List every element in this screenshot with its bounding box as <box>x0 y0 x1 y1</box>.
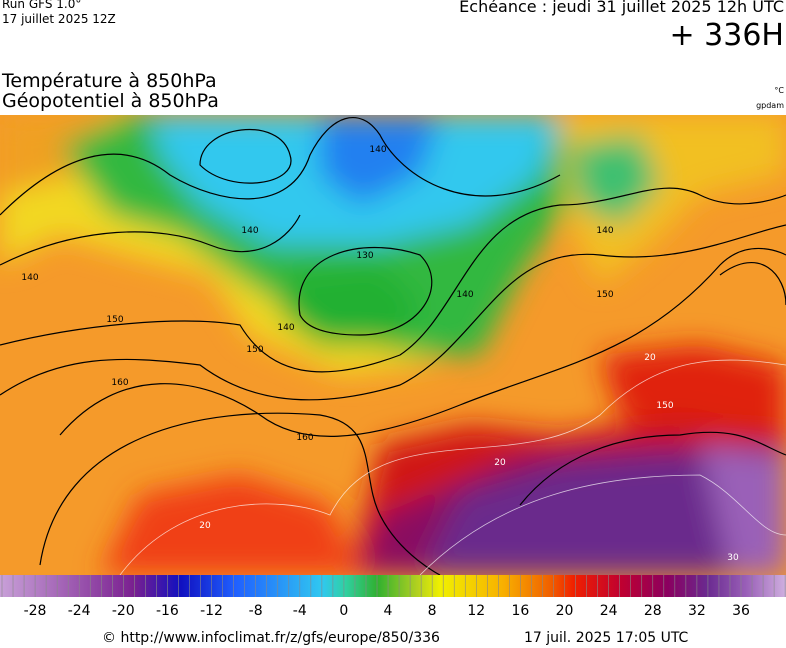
colorbar-tick-label: 4 <box>384 603 393 619</box>
contour-label: 20 <box>494 458 506 468</box>
geopotential-contours <box>0 117 786 575</box>
contour-label: 160 <box>111 378 128 388</box>
contour-label: 150 <box>656 401 673 411</box>
colorbar-tick-label: -24 <box>68 603 91 619</box>
colorbar-tick-label: 24 <box>600 603 618 619</box>
colorbar-tick-label: -8 <box>249 603 263 619</box>
contour-label: 150 <box>246 345 263 355</box>
colorbar-tick-label: 32 <box>688 603 706 619</box>
run-date: 17 juillet 2025 12Z <box>2 12 116 26</box>
valid-time: Echéance : jeudi 31 juillet 2025 12h UTC <box>459 0 784 16</box>
colorbar-tick-label: 12 <box>467 603 485 619</box>
contour-label: 150 <box>106 315 123 325</box>
colorbar: -28 -24 -20 -16 -12 -8 -4 0 4 8 12 16 20 24 28 32 36 <box>0 575 786 619</box>
footer-generated: 17 juil. 2025 17:05 UTC <box>524 630 689 646</box>
contour-label: 30 <box>727 553 739 563</box>
colorbar-tick-label: -4 <box>293 603 307 619</box>
colorbar-tick-label: 20 <box>556 603 574 619</box>
footer-url: © http://www.infoclimat.fr/z/gfs/europe/… <box>102 630 440 646</box>
contour-label: 140 <box>596 226 613 236</box>
run-label: Run GFS 1.0° <box>2 0 82 11</box>
contour-label: 20 <box>644 353 656 363</box>
contour-label: 20 <box>199 521 211 531</box>
contour-labels: 140 140 130 140 150 140 150 140 150 140 160 160 150 2… <box>21 145 739 563</box>
contour-label: 150 <box>596 290 613 300</box>
contour-label: 140 <box>21 273 38 283</box>
temperature-contours <box>119 359 786 575</box>
title-temperature: Température à 850hPa <box>2 70 217 92</box>
colorbar-tick-label: 28 <box>644 603 662 619</box>
contour-label: 140 <box>241 226 258 236</box>
contour-label: 140 <box>369 145 386 155</box>
contour-label: 130 <box>356 251 373 261</box>
colorbar-tick-label: 8 <box>428 603 437 619</box>
colorbar-tick-label: 0 <box>339 603 348 619</box>
colorbar-tick-label: -20 <box>112 603 135 619</box>
colorbar-swatches <box>0 575 786 597</box>
temperature-field <box>0 115 786 575</box>
colorbar-tick-label: 16 <box>511 603 529 619</box>
title-geopotential: Géopotentiel à 850hPa <box>2 90 219 112</box>
map: 140 140 130 140 150 140 150 140 150 140 160 160 150 2… <box>0 115 786 575</box>
contour-label: 140 <box>277 323 294 333</box>
contour-label: 140 <box>456 290 473 300</box>
colorbar-tick-label: 36 <box>732 603 750 619</box>
colorbar-tick-label: -28 <box>24 603 47 619</box>
contour-label: 160 <box>296 433 313 443</box>
lead-time: + 336H <box>669 18 785 53</box>
colorbar-tick-label: -16 <box>156 603 179 619</box>
colorbar-tick-label: -12 <box>200 603 223 619</box>
unit-geopotential: gpdam <box>756 101 784 110</box>
unit-temperature: °C <box>774 86 784 95</box>
